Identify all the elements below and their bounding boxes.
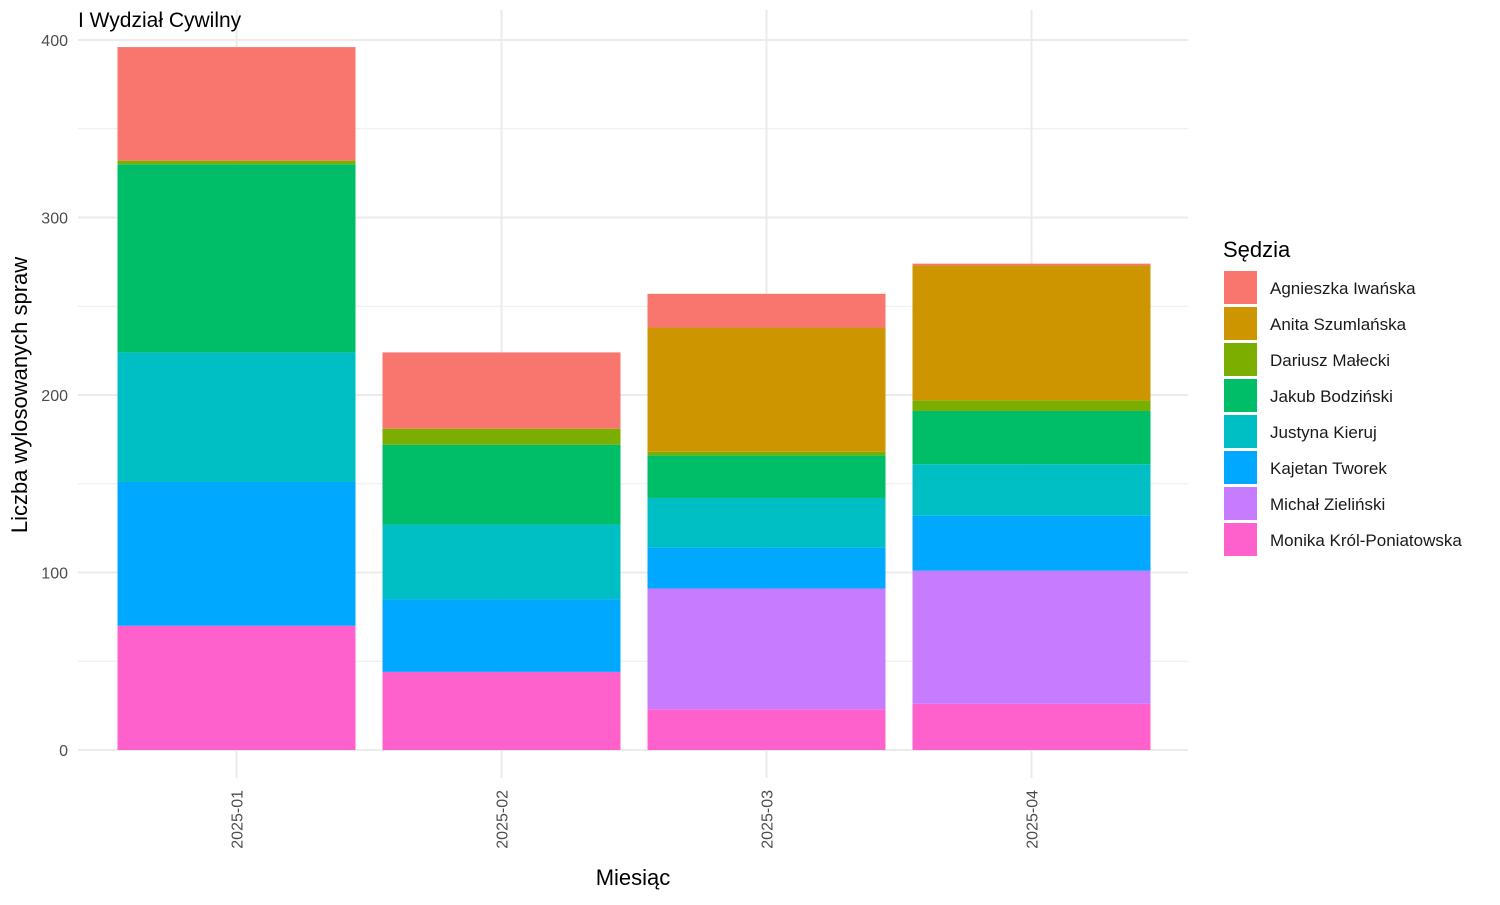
legend-swatch <box>1224 523 1257 556</box>
legend-label: Jakub Bodziński <box>1270 387 1393 406</box>
legend-swatch <box>1224 307 1257 340</box>
legend-label: Agnieszka Iwańska <box>1270 279 1416 298</box>
bar-segment <box>912 265 1151 401</box>
y-tick-label: 100 <box>41 566 68 583</box>
y-tick-label: 400 <box>41 33 68 50</box>
legend: Sędzia Agnieszka Iwańska Anita Szumlańska… <box>1223 237 1462 556</box>
bar-segment <box>647 709 886 750</box>
legend-swatch <box>1224 415 1257 448</box>
bar-segment <box>912 703 1151 750</box>
legend-swatch <box>1224 379 1257 412</box>
bar-segment <box>117 625 356 750</box>
bar-segment <box>912 515 1151 571</box>
bar-segment <box>382 524 621 600</box>
bar-segment <box>117 47 356 161</box>
bar-segment <box>382 428 621 445</box>
x-tick-label: 2025-01 <box>230 790 247 849</box>
bar-segment <box>382 352 621 429</box>
legend-label: Anita Szumlańska <box>1270 315 1407 334</box>
chart-title: I Wydział Cywilny <box>78 9 242 32</box>
x-tick-label: 2025-04 <box>1025 790 1042 849</box>
bar-segment <box>117 160 356 165</box>
bar-segment <box>382 671 621 750</box>
legend-swatch <box>1224 343 1257 376</box>
bar-segment <box>647 451 886 456</box>
bars <box>117 47 1151 750</box>
bar-segment <box>912 400 1151 411</box>
x-tick-label: 2025-02 <box>495 790 512 849</box>
bar-segment <box>647 327 886 452</box>
x-axis-ticks: 2025-01 2025-02 2025-03 2025-04 <box>230 790 1042 849</box>
y-tick-label: 0 <box>59 743 68 760</box>
bar-segment <box>117 352 356 482</box>
legend-label: Michał Zieliński <box>1270 495 1385 514</box>
legend-label: Justyna Kieruj <box>1270 423 1377 442</box>
legend-swatch <box>1224 271 1257 304</box>
bar-segment <box>912 464 1151 516</box>
x-tick-label: 2025-03 <box>760 790 777 849</box>
bar-segment <box>647 293 886 328</box>
bar-segment <box>912 263 1151 266</box>
bar-segment <box>647 497 886 548</box>
bar-segment <box>912 570 1151 704</box>
legend-items: Agnieszka Iwańska Anita Szumlańska Dariusz… <box>1224 271 1462 556</box>
legend-swatch <box>1224 487 1257 520</box>
legend-label: Dariusz Małecki <box>1270 351 1390 370</box>
legend-label: Monika Król-Poniatowska <box>1270 531 1462 550</box>
x-axis-title: Miesiąc <box>596 865 671 890</box>
bar-segment <box>647 588 886 710</box>
y-axis-ticks: 0 100 200 300 400 <box>41 33 68 760</box>
bar-segment <box>647 547 886 589</box>
y-axis-title: Liczba wylosowanych spraw <box>7 257 32 533</box>
bar-segment <box>117 164 356 353</box>
bar-segment <box>382 599 621 672</box>
legend-title: Sędzia <box>1223 237 1291 262</box>
bar-segment <box>382 444 621 525</box>
y-tick-label: 200 <box>41 388 68 405</box>
bar-segment <box>647 455 886 498</box>
bar-segment <box>912 410 1151 465</box>
y-tick-label: 300 <box>41 211 68 228</box>
legend-swatch <box>1224 451 1257 484</box>
legend-label: Kajetan Tworek <box>1270 459 1387 478</box>
bar-segment <box>117 481 356 626</box>
